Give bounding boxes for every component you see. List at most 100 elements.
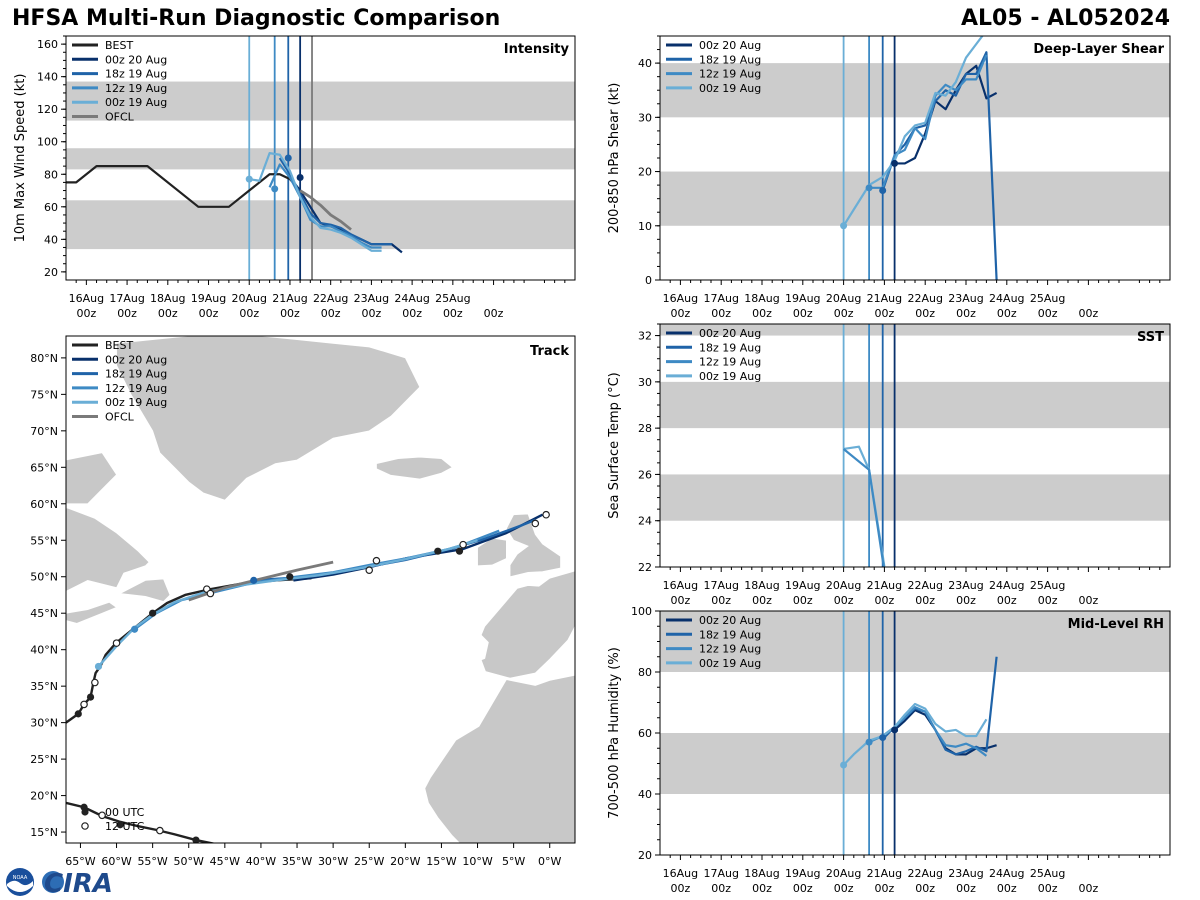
land-newfoundland (118, 578, 171, 602)
rh-band (660, 733, 1170, 794)
sst-ytick-label: 30 (638, 376, 652, 389)
sst-legend-label: 12z 19 Aug (699, 356, 761, 369)
track-xtick-label: 55°W (137, 855, 167, 868)
land-ireland (477, 537, 507, 567)
intensity-xtick-day: 22Aug (313, 292, 348, 305)
intensity-series-line (249, 152, 382, 252)
shear-xtick-day: 24Aug (989, 292, 1024, 305)
shear-xtick-hour: 00z (711, 307, 731, 320)
shear-xtick-hour: 00z (997, 307, 1017, 320)
intensity-xtick-hour: 00z (76, 307, 96, 320)
rh-ylabel: 700-500 hPa Humidity (%) (607, 647, 622, 819)
rh-init-point (840, 761, 848, 769)
rh-ytick-label: 60 (638, 727, 652, 740)
track-xtick-label: 50°W (174, 855, 204, 868)
intensity-band (66, 81, 575, 121)
track-marker-legend-00utc (81, 808, 89, 816)
sst-xtick-hour: 00z (834, 594, 854, 607)
sst-ytick-label: 28 (638, 422, 652, 435)
track-ytick-label: 60°N (30, 498, 58, 511)
intensity-ytick-label: 80 (44, 168, 58, 181)
intensity-xtick-hour: 00z (117, 307, 137, 320)
shear-init-point (891, 159, 899, 167)
sst-ytick-label: 32 (638, 330, 652, 343)
rh-xtick-hour: 00z (671, 882, 691, 895)
intensity-xtick-day: 20Aug (231, 292, 266, 305)
rh-xtick-hour: 00z (752, 882, 772, 895)
sst-xtick-hour: 00z (915, 594, 935, 607)
track-legend-label: OFCL (105, 411, 135, 424)
shear-legend-label: 00z 19 Aug (699, 82, 761, 95)
rh-xtick-hour: 00z (956, 882, 976, 895)
shear-series-line (842, 36, 984, 227)
track-ytick-label: 75°N (30, 388, 58, 401)
rh-xtick-day: 20Aug (826, 867, 861, 880)
intensity-ytick-label: 20 (44, 266, 58, 279)
track-xtick-label: 10°W (462, 855, 492, 868)
track-marker-00utc (455, 547, 464, 555)
track-xtick-label: 5°W (502, 855, 525, 868)
intensity-xtick-day: 21Aug (272, 292, 307, 305)
intensity-legend-label: BEST (105, 39, 133, 52)
shear-series-line (881, 51, 998, 280)
shear-init-point (879, 187, 887, 195)
rh-xtick-day: 18Aug (744, 867, 779, 880)
intensity-xtick-hour: 00z (280, 307, 300, 320)
shear-band (660, 63, 1170, 118)
sst-xtick-day: 20Aug (826, 579, 861, 592)
track-legend-label: 18z 19 Aug (105, 368, 167, 381)
track-xtick-label: 35°W (282, 855, 312, 868)
rh-init-point (879, 734, 887, 742)
shear-band (660, 171, 1170, 226)
intensity-xtick-hour: 00z (484, 307, 504, 320)
sst-xtick-hour: 00z (997, 594, 1017, 607)
track-marker-12utc (80, 700, 88, 709)
intensity-xtick-hour: 00z (402, 307, 422, 320)
shear-xtick-hour: 00z (1038, 307, 1058, 320)
track-init-marker (130, 625, 139, 633)
intensity-ytick-label: 60 (44, 201, 58, 214)
track-marker-12utc (91, 678, 99, 687)
intensity-series-line (66, 165, 301, 208)
track-line (97, 539, 478, 668)
track-xtick-label: 65°W (65, 855, 95, 868)
shear-xtick-day: 18Aug (744, 292, 779, 305)
track-marker-legend-12utc (81, 822, 89, 830)
intensity-xtick-day: 25Aug (435, 292, 470, 305)
land-greenland (116, 336, 421, 501)
intensity-ytick-label: 140 (37, 71, 58, 84)
track-marker-12utc (459, 540, 467, 549)
noaa-label: NOAA (13, 875, 28, 881)
intensity-panel: 20 40 60 80 100 120 140 160 16Aug 00z 17Aug 00z 18Au… (13, 35, 576, 320)
intensity-ytick-label: 40 (44, 233, 58, 246)
track-ytick-label: 35°N (30, 680, 58, 693)
shear-xtick-day: 25Aug (1030, 292, 1065, 305)
intensity-xtick-hour: 00z (199, 307, 219, 320)
track-ytick-label: 55°N (30, 534, 58, 547)
sst-ytick-label: 26 (638, 468, 652, 481)
track-line (133, 529, 500, 631)
track-ytick-label: 20°N (30, 790, 58, 803)
intensity-legend-label: 00z 20 Aug (105, 53, 167, 66)
track-marker-00utc (434, 547, 442, 555)
track-legend-label: BEST (105, 339, 133, 352)
intensity-legend-label: OFCL (105, 111, 135, 124)
shear-xtick-hour: 00z (834, 307, 854, 320)
shear-legend-label: 12z 19 Aug (699, 68, 761, 81)
track-marker-12utc (531, 519, 540, 528)
intensity-xtick-day: 18Aug (150, 292, 185, 305)
sst-band (660, 474, 1170, 521)
land-nova-scotia (66, 601, 118, 624)
shear-ytick-label: 40 (638, 57, 652, 70)
track-marker-00utc (286, 573, 294, 581)
shear-legend-label: 18z 19 Aug (699, 53, 761, 66)
rh-panel: 20 40 60 80 100 16Aug 00z 17Aug 00z 18Aug 00z 19Aug… (607, 605, 1171, 895)
rh-xtick-day: 16Aug (663, 867, 698, 880)
shear-ytick-label: 30 (638, 111, 652, 124)
land-baffin (66, 452, 118, 505)
sst-panel: 22 24 26 28 30 32 16Aug 00z 17Aug 00z 18Aug 00z 19Au… (607, 323, 1171, 607)
track-marker-12utc (98, 811, 106, 820)
sst-series-line (842, 448, 886, 567)
